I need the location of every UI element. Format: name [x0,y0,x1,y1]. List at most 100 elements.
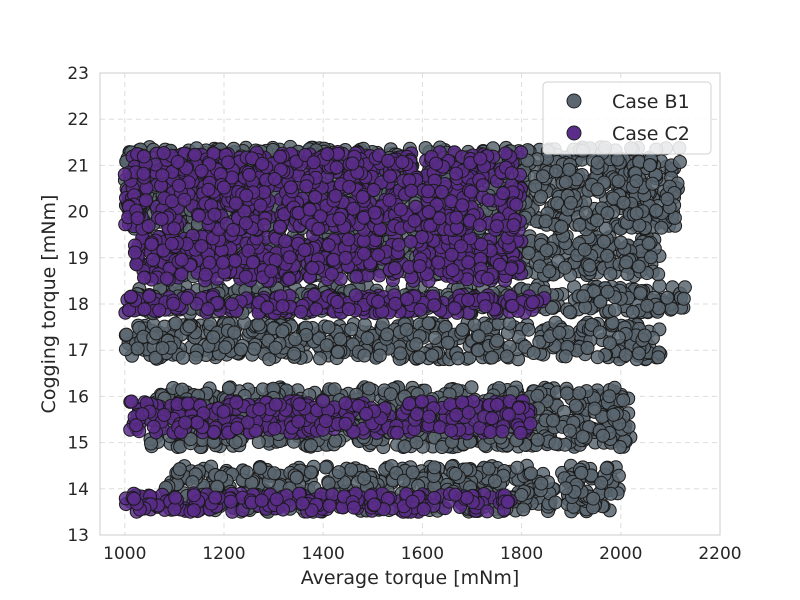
data-point-case-b1 [649,203,664,218]
data-point-case-c2 [525,295,540,310]
data-point-case-c2 [180,396,195,411]
data-point-case-b1 [303,465,318,480]
data-point-case-b1 [594,475,609,490]
data-point-case-b1 [405,465,420,480]
data-point-case-b1 [481,461,496,476]
data-point-case-c2 [416,502,431,517]
data-point-case-b1 [562,305,577,320]
data-point-case-c2 [267,421,282,436]
data-point-case-b1 [182,319,197,334]
data-point-case-c2 [322,498,337,513]
data-point-case-b1 [607,302,622,317]
data-point-case-c2 [223,494,238,509]
data-point-case-c2 [260,300,275,315]
data-point-case-c2 [142,289,157,304]
data-point-case-b1 [546,413,560,428]
data-point-case-b1 [610,152,625,167]
data-point-case-b1 [535,169,550,184]
data-point-case-b1 [361,381,376,396]
data-point-case-b1 [399,322,414,337]
data-point-case-b1 [619,255,634,270]
data-point-case-c2 [444,423,459,438]
data-point-case-b1 [328,433,343,448]
data-point-case-c2 [367,497,382,512]
data-point-case-c2 [349,269,364,284]
data-point-case-c2 [157,407,172,422]
data-point-case-c2 [495,424,510,439]
data-point-case-b1 [568,398,583,413]
data-point-case-b1 [397,439,412,454]
data-point-case-b1 [287,346,302,361]
data-point-case-c2 [505,298,520,313]
data-point-case-b1 [633,286,648,301]
data-point-case-c2 [216,404,231,419]
data-point-case-b1 [499,349,514,364]
data-point-case-c2 [478,299,493,314]
data-point-case-c2 [186,503,201,518]
data-point-case-b1 [582,258,597,273]
data-point-case-b1 [625,305,640,319]
data-point-case-c2 [292,397,307,412]
data-point-case-b1 [421,316,436,331]
data-point-case-b1 [576,289,591,304]
data-point-case-b1 [218,340,233,355]
data-point-case-b1 [288,332,303,347]
data-point-case-b1 [331,345,345,359]
data-point-case-b1 [654,220,669,235]
data-point-case-c2 [346,500,361,515]
data-point-case-c2 [200,301,215,316]
data-point-case-b1 [267,466,282,481]
data-point-case-b1 [188,350,203,365]
data-point-case-b1 [530,432,545,447]
data-point-case-b1 [155,341,170,356]
data-point-case-b1 [548,495,563,510]
data-point-case-b1 [600,248,615,263]
data-point-case-b1 [629,206,644,221]
data-point-case-b1 [538,214,553,229]
data-point-case-b1 [119,327,134,342]
data-point-case-c2 [252,402,267,417]
data-point-case-b1 [602,336,617,351]
data-point-case-c2 [254,493,269,508]
data-point-case-c2 [459,490,474,505]
data-point-case-b1 [572,217,587,232]
data-point-case-b1 [575,429,590,444]
data-point-case-b1 [357,317,372,332]
data-point-case-c2 [166,296,181,311]
data-point-case-b1 [275,324,290,339]
data-point-case-b1 [599,461,614,476]
data-point-case-b1 [262,352,277,367]
data-point-case-b1 [548,436,563,451]
data-point-case-b1 [233,342,248,357]
data-point-case-b1 [534,189,548,204]
data-point-case-c2 [167,502,182,517]
data-point-case-b1 [563,195,578,210]
data-point-case-b1 [393,346,408,361]
data-point-case-b1 [641,236,656,251]
data-point-case-c2 [135,407,150,422]
data-point-case-b1 [590,155,605,170]
data-point-case-b1 [596,234,611,249]
data-point-case-c2 [485,411,499,426]
data-point-case-b1 [344,322,359,337]
data-point-case-c2 [405,494,420,509]
data-point-case-c2 [168,490,183,505]
data-point-case-c2 [268,397,283,412]
data-point-case-b1 [427,460,442,475]
data-point-case-b1 [183,432,198,447]
data-point-case-b1 [383,387,398,402]
data-point-case-b1 [464,380,479,395]
data-point-case-b1 [451,351,466,366]
data-point-case-b1 [660,192,675,206]
data-point-case-c2 [318,414,333,428]
data-point-case-b1 [643,250,658,265]
data-point-case-c2 [400,292,414,307]
data-point-case-c2 [206,425,221,439]
data-point-case-c2 [146,419,161,434]
data-point-case-b1 [534,476,549,491]
data-point-case-c2 [461,293,476,307]
data-point-case-b1 [587,401,602,416]
data-point-case-b1 [321,320,336,335]
data-point-case-c2 [152,303,167,318]
